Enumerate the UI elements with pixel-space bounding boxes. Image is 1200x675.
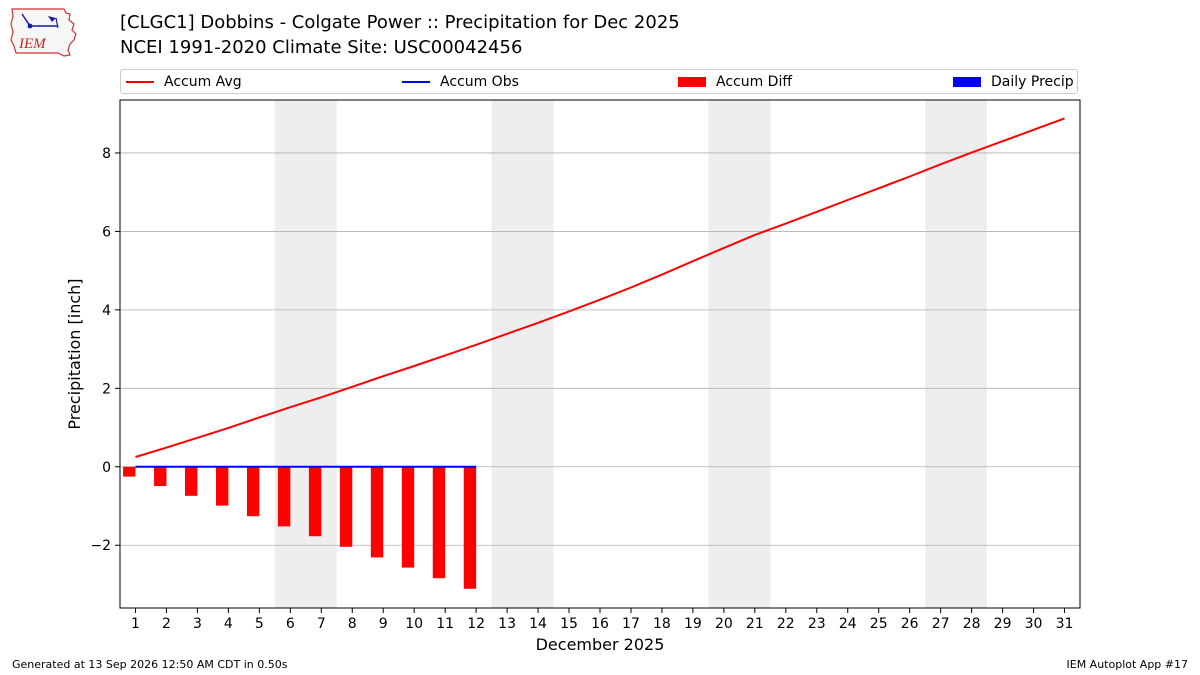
y-tick-label: 6 [102,224,111,240]
generated-timestamp: Generated at 13 Sep 2026 12:50 AM CDT in… [12,658,288,671]
series-lines [135,117,1065,468]
x-tick-label: 22 [777,616,795,632]
x-tick-label: 17 [622,616,640,632]
x-tick-label: 2 [162,616,171,632]
y-axis-label: Precipitation [inch] [65,278,84,429]
x-tick-label: 18 [653,616,671,632]
x-tick-label: 21 [746,616,764,632]
accum-diff-bar [339,466,353,547]
svg-text:IEM: IEM [18,36,47,52]
x-tick-label: 14 [529,616,547,632]
chart-legend: Accum Avg Accum Obs Accum Diff Daily Pre… [120,69,1078,94]
weekend-bands [274,100,988,608]
x-tick-label: 30 [1025,616,1043,632]
chart-subtitle: NCEI 1991-2020 Climate Site: USC00042456 [120,37,523,58]
x-tick-label: 31 [1056,616,1074,632]
x-tick-label: 25 [870,616,888,632]
x-tick-label: 9 [379,616,388,632]
x-tick-label: 16 [591,616,609,632]
x-tick-label: 6 [286,616,295,632]
weekend-band [925,100,988,608]
x-tick-label: 24 [839,616,857,632]
weekend-band [274,100,337,608]
x-tick-label: 29 [994,616,1012,632]
x-tick-label: 19 [684,616,702,632]
legend-label: Accum Obs [440,74,519,90]
x-tick-label: 26 [901,616,919,632]
iem-logo: IEM [10,8,77,57]
accum-diff-bar [308,466,322,537]
accum-diff-bar [401,466,415,568]
accum-avg-line [135,117,1065,458]
accum-diff-bar [246,466,260,517]
y-tick-label: 8 [102,146,111,162]
x-tick-label: 15 [560,616,578,632]
x-tick-label: 1 [131,616,140,632]
x-tick-label: 20 [715,616,733,632]
accum-diff-bar [185,466,198,496]
x-tick-label: 23 [808,616,826,632]
legend-label: Accum Avg [164,74,242,90]
accum-diff-bar [432,466,446,579]
weekend-band [708,100,771,608]
accum-diff-bar [277,466,291,527]
x-tick-label: 27 [932,616,950,632]
x-tick-label: 11 [436,616,454,632]
legend-label: Daily Precip [991,74,1074,90]
x-tick-label: 10 [405,616,423,632]
x-tick-label: 5 [255,616,264,632]
x-tick-label: 7 [317,616,326,632]
y-tick-label: −2 [90,538,111,554]
x-tick-label: 12 [467,616,485,632]
x-tick-label: 3 [193,616,202,632]
x-axis-label: December 2025 [536,635,665,654]
accum-diff-bar [216,466,229,506]
chart-title: [CLGC1] Dobbins - Colgate Power :: Preci… [120,12,680,33]
accum-diff-bar [154,466,167,487]
x-tick-label: 8 [348,616,357,632]
accum-diff-bar [463,466,477,589]
y-tick-label: 0 [102,460,111,476]
accum-diff-bar [123,466,136,477]
x-tick-label: 28 [963,616,981,632]
y-tick-label: 2 [102,381,111,397]
y-tick-label: 4 [102,303,111,319]
accum-diff-bar [370,466,384,558]
legend-label: Accum Diff [716,74,793,90]
x-tick-label: 4 [224,616,233,632]
x-tick-label: 13 [498,616,516,632]
weekend-band [491,100,554,608]
accum-diff-bars [123,466,477,589]
app-credit: IEM Autoplot App #17 [1066,658,1189,671]
